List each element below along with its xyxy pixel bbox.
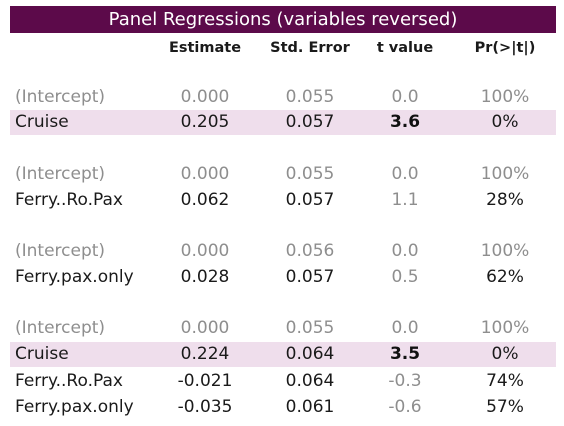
table-row: Cruise 0.205 0.057 3.6 0% xyxy=(10,110,556,135)
t-value-cell: 0.0 xyxy=(391,87,419,107)
p-value-cell: 62% xyxy=(486,267,524,287)
p-value-cell: 57% xyxy=(486,397,524,417)
std-error-cell: 0.055 xyxy=(285,164,335,184)
row-label: Ferry.pax.only xyxy=(15,397,134,417)
estimate-cell: 0.205 xyxy=(180,112,230,132)
estimate-cell: 0.028 xyxy=(180,267,230,287)
t-value-cell: 3.5 xyxy=(389,344,421,364)
row-label: (Intercept) xyxy=(15,318,106,338)
estimate-cell: -0.035 xyxy=(177,397,233,417)
table-row: Ferry.pax.only 0.028 0.057 0.5 62% xyxy=(10,265,556,290)
std-error-cell: 0.056 xyxy=(285,241,335,261)
table-row: (Intercept) 0.000 0.055 0.0 100% xyxy=(10,85,556,110)
column-header-estimate: Estimate xyxy=(168,40,242,56)
table-row: (Intercept) 0.000 0.055 0.0 100% xyxy=(10,316,556,341)
p-value-cell: 100% xyxy=(480,87,530,107)
std-error-cell: 0.055 xyxy=(285,87,335,107)
row-label: (Intercept) xyxy=(15,87,106,107)
table-row: (Intercept) 0.000 0.056 0.0 100% xyxy=(10,239,556,264)
p-value-cell: 100% xyxy=(480,318,530,338)
t-value-cell: 0.0 xyxy=(391,164,419,184)
t-value-cell: 0.5 xyxy=(391,267,419,287)
column-header-std-error: Std. Error xyxy=(270,40,350,56)
std-error-cell: 0.057 xyxy=(285,112,335,132)
table-row: (Intercept) 0.000 0.055 0.0 100% xyxy=(10,162,556,187)
row-label: (Intercept) xyxy=(15,241,106,261)
table-row: Ferry.pax.only -0.035 0.061 -0.6 57% xyxy=(10,395,556,420)
column-header-p-value: Pr(>|t|) xyxy=(474,40,536,56)
p-value-cell: 100% xyxy=(480,241,530,261)
estimate-cell: 0.224 xyxy=(180,344,230,364)
p-value-cell: 28% xyxy=(486,190,524,210)
t-value-cell: 3.6 xyxy=(389,112,421,132)
std-error-cell: 0.055 xyxy=(285,318,335,338)
t-value-cell: 0.0 xyxy=(391,318,419,338)
column-header-t-value: t value xyxy=(376,40,434,56)
row-label: Ferry.pax.only xyxy=(15,267,134,287)
estimate-cell: -0.021 xyxy=(177,371,233,391)
estimate-cell: 0.000 xyxy=(180,164,230,184)
estimate-cell: 0.062 xyxy=(180,190,230,210)
std-error-cell: 0.064 xyxy=(285,344,335,364)
row-label: Cruise xyxy=(15,344,69,364)
estimate-cell: 0.000 xyxy=(180,241,230,261)
table-row: Ferry..Ro.Pax -0.021 0.064 -0.3 74% xyxy=(10,369,556,394)
table-row: Ferry..Ro.Pax 0.062 0.057 1.1 28% xyxy=(10,188,556,213)
row-label: Cruise xyxy=(15,112,69,132)
t-value-cell: 1.1 xyxy=(391,190,419,210)
std-error-cell: 0.057 xyxy=(285,267,335,287)
estimate-cell: 0.000 xyxy=(180,87,230,107)
row-label: Ferry..Ro.Pax xyxy=(15,371,123,391)
row-label: (Intercept) xyxy=(15,164,106,184)
p-value-cell: 74% xyxy=(486,371,524,391)
std-error-cell: 0.061 xyxy=(285,397,335,417)
p-value-cell: 0% xyxy=(491,112,519,132)
t-value-cell: 0.0 xyxy=(391,241,419,261)
std-error-cell: 0.064 xyxy=(285,371,335,391)
t-value-cell: -0.6 xyxy=(388,397,422,417)
estimate-cell: 0.000 xyxy=(180,318,230,338)
row-label: Ferry..Ro.Pax xyxy=(15,190,123,210)
column-header-row: Estimate Std. Error t value Pr(>|t|) xyxy=(10,37,556,59)
p-value-cell: 100% xyxy=(480,164,530,184)
std-error-cell: 0.057 xyxy=(285,190,335,210)
table-title: Panel Regressions (variables reversed) xyxy=(10,6,556,33)
table-row: Cruise 0.224 0.064 3.5 0% xyxy=(10,342,556,367)
p-value-cell: 0% xyxy=(491,344,519,364)
t-value-cell: -0.3 xyxy=(388,371,422,391)
